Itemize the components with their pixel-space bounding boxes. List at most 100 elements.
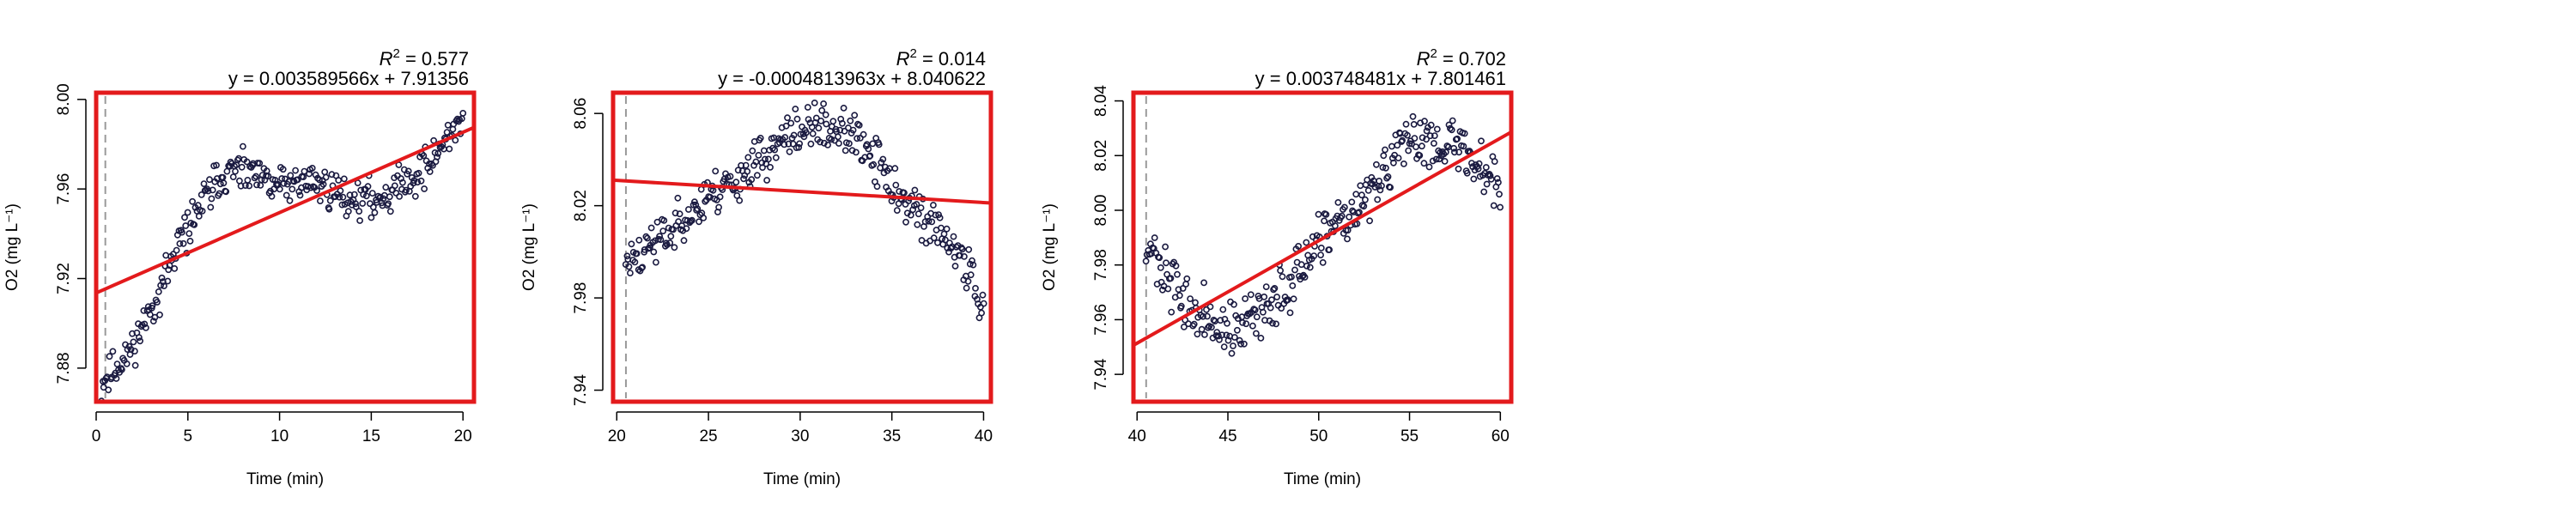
data-point xyxy=(1425,163,1433,171)
data-point xyxy=(849,126,857,134)
data-point xyxy=(368,214,375,221)
data-point xyxy=(426,168,434,175)
data-point xyxy=(135,334,143,341)
data-point xyxy=(1413,143,1419,150)
data-point xyxy=(268,192,276,200)
y-tick-label: 8.02 xyxy=(1092,140,1110,172)
data-point xyxy=(1348,198,1356,206)
data-point xyxy=(142,324,149,331)
data-point xyxy=(807,140,815,148)
data-point xyxy=(1431,132,1438,139)
data-point xyxy=(657,236,665,244)
data-point xyxy=(1490,202,1498,209)
data-point xyxy=(452,136,459,144)
data-point xyxy=(340,175,348,183)
data-point xyxy=(803,129,810,136)
data-point xyxy=(978,309,985,317)
data-point xyxy=(344,208,352,215)
data-point xyxy=(1487,175,1495,183)
data-point xyxy=(805,116,812,123)
data-point xyxy=(967,271,975,279)
data-point xyxy=(1301,274,1309,281)
data-point xyxy=(1273,294,1280,300)
data-point xyxy=(1279,273,1286,281)
scatter-points xyxy=(98,109,467,402)
data-point xyxy=(1362,196,1369,203)
data-point xyxy=(892,181,900,189)
data-point xyxy=(1447,124,1454,132)
data-point xyxy=(869,140,877,148)
data-point xyxy=(1379,164,1387,171)
data-point xyxy=(754,172,761,179)
data-point xyxy=(716,193,724,201)
data-point xyxy=(294,176,301,184)
data-point xyxy=(829,118,837,125)
data-point xyxy=(1249,322,1256,330)
data-point xyxy=(914,221,921,228)
data-point xyxy=(127,346,135,353)
data-point xyxy=(144,303,152,311)
data-point xyxy=(1376,186,1384,194)
data-point xyxy=(241,182,249,189)
data-point xyxy=(1423,127,1431,135)
data-point xyxy=(326,197,334,204)
x-tick-label: 60 xyxy=(1492,427,1510,445)
data-point xyxy=(1317,251,1324,258)
data-point xyxy=(772,154,780,161)
data-point xyxy=(195,212,203,220)
data-point xyxy=(131,361,139,369)
y-axis: 7.94 7.98 8.02 8.06 xyxy=(572,98,604,406)
data-point xyxy=(808,124,816,130)
data-point xyxy=(736,197,744,204)
data-point xyxy=(336,193,343,201)
data-point xyxy=(1253,330,1260,337)
data-point xyxy=(1480,188,1488,196)
data-point xyxy=(1411,135,1419,142)
data-point xyxy=(748,176,756,184)
data-point xyxy=(1310,252,1318,259)
data-point xyxy=(232,167,239,175)
data-point xyxy=(913,201,920,208)
data-point xyxy=(1455,165,1462,173)
data-point xyxy=(382,184,390,191)
y-tick-label: 7.94 xyxy=(1092,358,1110,390)
data-point xyxy=(1210,316,1218,324)
data-point xyxy=(1322,210,1330,218)
data-point xyxy=(653,218,661,226)
regression-line xyxy=(1133,130,1511,347)
data-point xyxy=(1234,315,1242,322)
data-point xyxy=(1297,261,1305,269)
data-point xyxy=(368,190,376,197)
data-point xyxy=(238,163,246,171)
data-point xyxy=(216,180,224,188)
data-point xyxy=(674,194,682,202)
data-point xyxy=(835,140,842,147)
data-point xyxy=(1277,267,1284,275)
data-point xyxy=(264,173,272,180)
data-point xyxy=(1356,209,1363,216)
data-point xyxy=(1382,146,1388,154)
data-point xyxy=(165,266,173,274)
data-point xyxy=(362,192,370,200)
data-point xyxy=(1475,160,1483,167)
data-point xyxy=(1360,203,1368,210)
data-point xyxy=(1164,285,1172,293)
x-tick-label: 25 xyxy=(699,427,717,445)
data-point xyxy=(818,106,826,114)
x-tick-label: 5 xyxy=(184,427,193,445)
data-point xyxy=(420,152,428,160)
data-point xyxy=(223,167,231,175)
data-point xyxy=(308,164,316,172)
data-point xyxy=(173,246,180,254)
data-point xyxy=(1217,317,1224,324)
data-point xyxy=(239,142,246,150)
data-point xyxy=(696,218,702,226)
data-point xyxy=(1172,262,1180,270)
data-point xyxy=(415,169,422,177)
data-point xyxy=(671,209,679,217)
data-point xyxy=(252,173,259,180)
data-point xyxy=(385,200,392,208)
data-point xyxy=(936,214,944,221)
data-point xyxy=(371,209,379,216)
data-point xyxy=(246,182,253,190)
